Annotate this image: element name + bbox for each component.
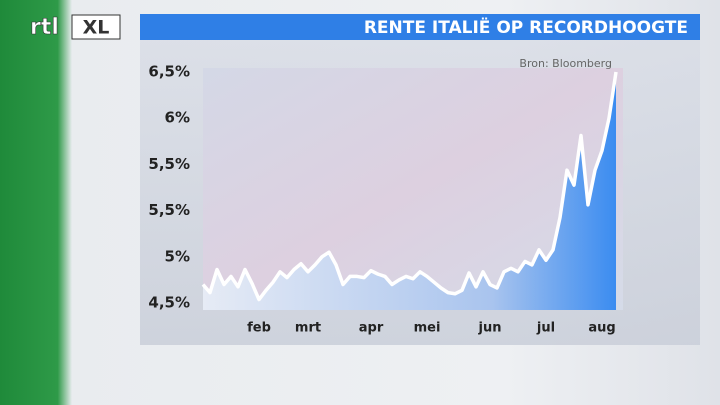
y-tick-label: 4,5% bbox=[148, 294, 190, 312]
y-tick-label: 6,5% bbox=[148, 63, 190, 81]
logo-product: XL bbox=[83, 17, 110, 39]
chart-title: RENTE ITALIË OP RECORDHOOGTE bbox=[364, 16, 688, 38]
y-tick-label: 5% bbox=[165, 247, 190, 265]
plot: 4,5% 5% 5,5% 5,5% 6% 6,5% feb mrt apr mei jun jul au… bbox=[148, 63, 618, 336]
source: Bron: Bloomberg bbox=[519, 57, 612, 70]
x-tick-label: aug bbox=[588, 321, 615, 336]
line bbox=[201, 71, 618, 302]
x-tick-label: jul bbox=[536, 321, 555, 336]
y-tick-label: 6% bbox=[165, 109, 190, 127]
y-tick-label: 5,5% bbox=[148, 155, 190, 173]
area-fill bbox=[203, 72, 616, 310]
logo-box bbox=[71, 14, 121, 40]
y-tick-label: 5,5% bbox=[148, 201, 190, 219]
x-tick-label: jun bbox=[478, 321, 502, 336]
title-bar bbox=[140, 14, 700, 40]
x-tick-label: mrt bbox=[295, 321, 321, 336]
x-tick-label: apr bbox=[359, 321, 384, 336]
x-tick-label: feb bbox=[247, 321, 271, 336]
logo-brand: rtl bbox=[30, 15, 59, 40]
x-tick-label: mei bbox=[414, 321, 441, 336]
